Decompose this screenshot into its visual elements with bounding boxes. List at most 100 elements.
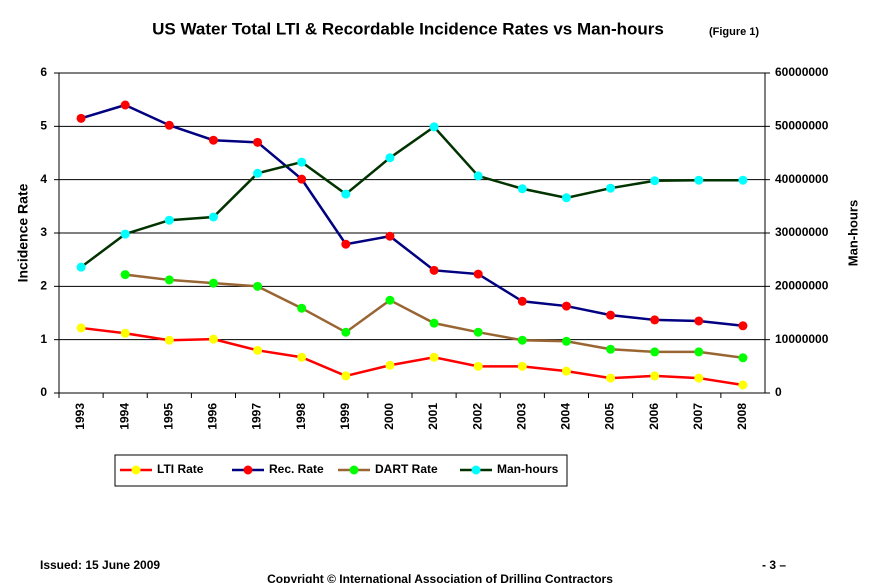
- issued: Issued: 15 June 2009: [40, 558, 160, 572]
- point: [164, 335, 174, 345]
- point: [208, 334, 218, 344]
- legend-label: DART Rate: [375, 462, 438, 476]
- series-line: [80, 326, 744, 387]
- y-tick-label: 6: [40, 65, 47, 79]
- x-tick-label: 1993: [73, 403, 87, 430]
- point: [297, 303, 307, 313]
- point: [120, 270, 130, 280]
- legend-marker: [471, 465, 481, 475]
- legend-label: Rec. Rate: [269, 462, 324, 476]
- x-tick-label: 1998: [294, 403, 308, 430]
- point: [738, 380, 748, 390]
- y-tick-label: 0: [40, 385, 47, 399]
- x-tick-label: 1994: [117, 403, 131, 430]
- point: [561, 366, 571, 376]
- point: [341, 189, 351, 199]
- point: [694, 347, 704, 357]
- point: [606, 344, 616, 354]
- x-tick-label: 2003: [514, 403, 528, 430]
- point: [164, 120, 174, 130]
- point: [120, 100, 130, 110]
- point: [76, 113, 86, 123]
- point: [606, 183, 616, 193]
- point: [253, 281, 263, 291]
- legend-label: Man-hours: [497, 462, 559, 476]
- legend-marker: [131, 465, 141, 475]
- page-number: - 3 –: [762, 558, 786, 572]
- point: [473, 361, 483, 371]
- point: [164, 275, 174, 285]
- point: [517, 361, 527, 371]
- y-tick-label: 5: [40, 119, 47, 133]
- y-tick-label: 4: [40, 172, 47, 186]
- y2-tick-label: 0: [775, 385, 782, 399]
- point: [253, 168, 263, 178]
- legend-marker: [349, 465, 359, 475]
- point: [694, 316, 704, 326]
- title-note: (Figure 1): [709, 26, 759, 38]
- point: [429, 318, 439, 328]
- point: [650, 347, 660, 357]
- point: [561, 336, 571, 346]
- point: [253, 137, 263, 147]
- point: [650, 315, 660, 325]
- point: [429, 352, 439, 362]
- point: [208, 278, 218, 288]
- point: [208, 212, 218, 222]
- point: [385, 295, 395, 305]
- y-tick-label: 3: [40, 225, 47, 239]
- point: [385, 231, 395, 241]
- point: [297, 352, 307, 362]
- y2-tick-label: 30000000: [775, 225, 829, 239]
- point: [517, 335, 527, 345]
- legend-marker: [243, 465, 253, 475]
- point: [429, 265, 439, 275]
- point: [297, 174, 307, 184]
- x-tick-label: 2005: [603, 403, 617, 430]
- point: [517, 296, 527, 306]
- point: [517, 184, 527, 194]
- point: [561, 193, 571, 203]
- point: [385, 360, 395, 370]
- chart-title: US Water Total LTI & Recordable Incidenc…: [152, 19, 664, 38]
- x-tick-label: 2001: [426, 403, 440, 430]
- y2-tick-label: 50000000: [775, 119, 829, 133]
- point: [606, 373, 616, 383]
- point: [650, 176, 660, 186]
- point: [253, 345, 263, 355]
- point: [694, 175, 704, 185]
- point: [429, 122, 439, 132]
- point: [297, 157, 307, 167]
- point: [164, 215, 174, 225]
- x-tick-label: 2006: [647, 403, 661, 430]
- point: [341, 239, 351, 249]
- y2-axis-title: Man-hours: [845, 200, 860, 266]
- y2-tick-label: 10000000: [775, 332, 829, 346]
- x-tick-label: 2000: [382, 403, 396, 430]
- point: [650, 371, 660, 381]
- legend-label: LTI Rate: [157, 462, 204, 476]
- x-tick-label: 2004: [559, 403, 573, 430]
- point: [473, 327, 483, 337]
- point: [738, 353, 748, 363]
- point: [561, 301, 571, 311]
- point: [473, 171, 483, 181]
- copyright: Copyright © International Association of…: [267, 572, 613, 583]
- y-tick-label: 1: [40, 332, 47, 346]
- point: [120, 328, 130, 338]
- point: [694, 373, 704, 383]
- x-tick-label: 2008: [735, 403, 749, 430]
- point: [341, 371, 351, 381]
- x-tick-label: 2007: [691, 403, 705, 430]
- y-axis-title: Incidence Rate: [15, 183, 31, 282]
- y-tick-label: 2: [40, 279, 47, 293]
- series-line: [80, 125, 743, 269]
- point: [738, 321, 748, 331]
- y2-tick-label: 40000000: [775, 172, 829, 186]
- x-tick-label: 1996: [206, 403, 220, 430]
- point: [385, 153, 395, 163]
- point: [76, 323, 86, 333]
- point: [208, 135, 218, 145]
- x-tick-label: 2002: [470, 403, 484, 430]
